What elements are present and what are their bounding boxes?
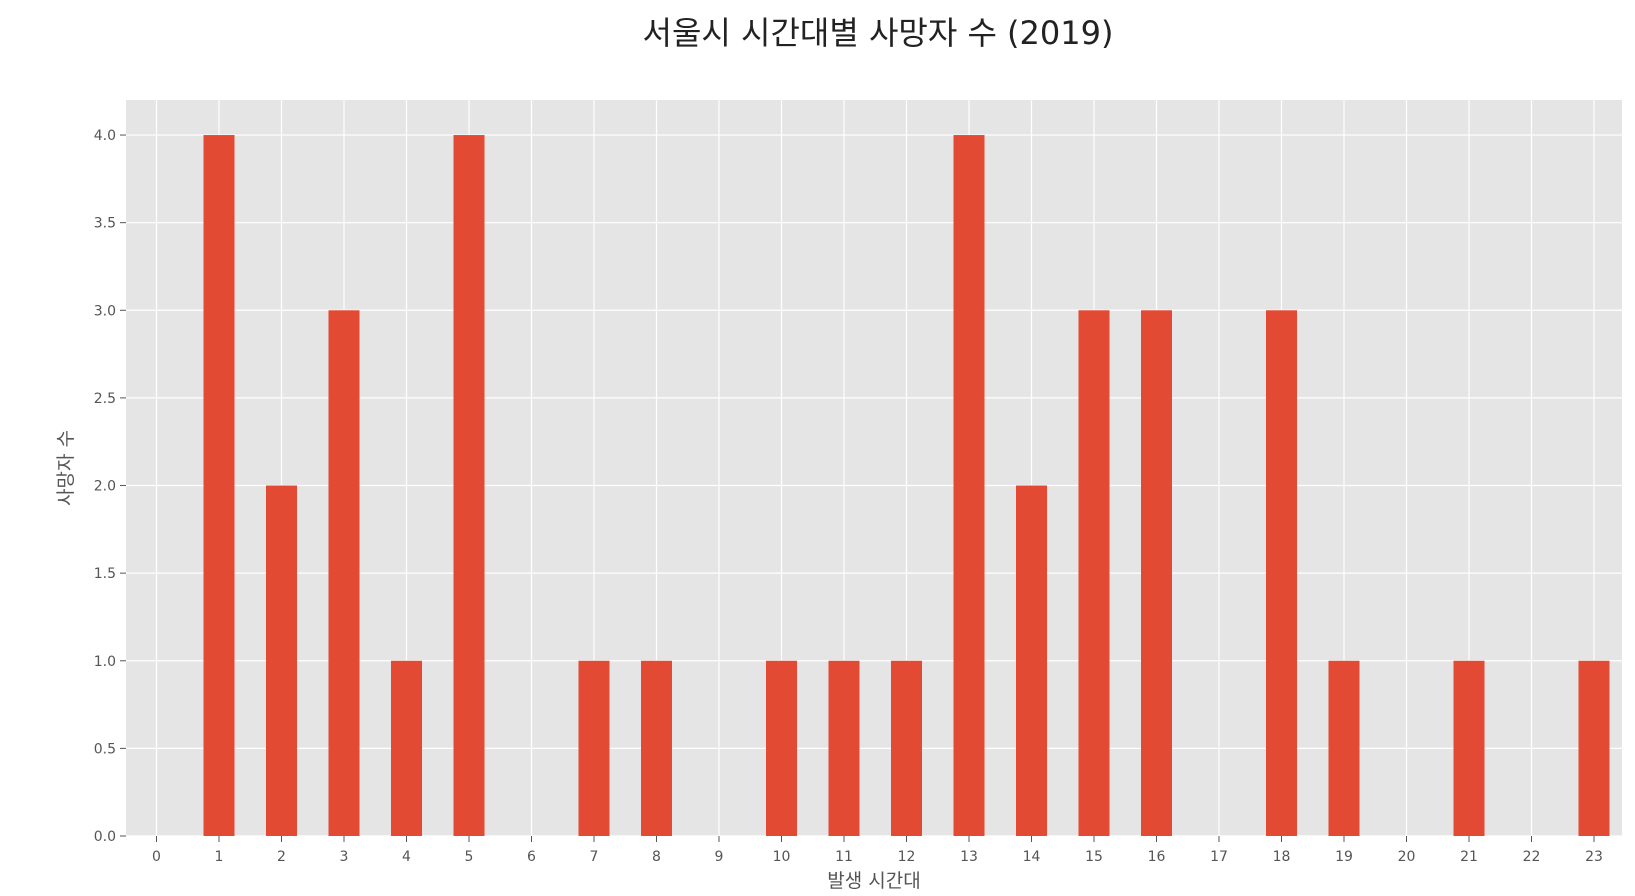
x-tick-label: 4 <box>402 849 411 865</box>
y-tick-label: 0.5 <box>94 741 116 757</box>
x-tick-label: 16 <box>1148 849 1166 865</box>
bar <box>1453 660 1485 836</box>
x-tick-label: 2 <box>277 849 286 865</box>
x-tick-label: 21 <box>1460 849 1478 865</box>
x-tick-label: 17 <box>1210 849 1228 865</box>
x-tick-label: 3 <box>340 849 349 865</box>
x-tick-label: 15 <box>1085 849 1103 865</box>
x-tick-label: 20 <box>1398 849 1416 865</box>
x-tick-label: 8 <box>652 849 661 865</box>
bar <box>766 660 797 836</box>
y-tick-label: 3.0 <box>94 303 116 319</box>
bar <box>1266 310 1297 836</box>
x-tick-label: 6 <box>527 849 536 865</box>
x-tick-label: 11 <box>835 849 853 865</box>
y-axis: 0.0 0.5 1.0 1.5 2.0 2.5 3.0 3.5 4.0 <box>94 128 126 845</box>
x-axis: 0 1 2 3 4 5 6 7 8 9 10 11 12 13 14 15 16 17 18 19 20 21 22 23 <box>152 836 1603 865</box>
bars <box>203 135 1610 837</box>
bar <box>641 660 672 836</box>
y-tick-label: 4.0 <box>94 128 116 144</box>
y-tick-label: 2.0 <box>94 479 116 495</box>
x-tick-label: 23 <box>1585 849 1603 865</box>
x-tick-label: 10 <box>773 849 791 865</box>
bar <box>453 135 485 837</box>
x-tick-label: 22 <box>1523 849 1541 865</box>
bar <box>1016 485 1047 836</box>
y-tick-label: 2.5 <box>94 391 116 407</box>
bar <box>266 485 297 836</box>
x-tick-label: 12 <box>898 849 916 865</box>
bar <box>1141 310 1172 836</box>
y-tick-label: 1.5 <box>94 566 116 582</box>
x-tick-label: 18 <box>1273 849 1291 865</box>
y-axis-label: 사망자 수 <box>55 430 77 506</box>
bar <box>1578 660 1610 836</box>
bar <box>1078 310 1110 836</box>
x-tick-label: 14 <box>1023 849 1041 865</box>
bar <box>891 660 922 836</box>
bar <box>828 660 860 836</box>
bar <box>578 660 610 836</box>
y-tick-label: 0.0 <box>94 829 116 845</box>
x-tick-label: 9 <box>715 849 724 865</box>
x-tick-label: 19 <box>1335 849 1353 865</box>
chart-title: 서울시 시간대별 사망자 수 (2019) <box>643 14 1114 52</box>
bar <box>391 660 422 836</box>
x-tick-label: 5 <box>465 849 474 865</box>
x-tick-label: 13 <box>960 849 978 865</box>
x-tick-label: 7 <box>590 849 599 865</box>
y-tick-label: 1.0 <box>94 654 116 670</box>
x-tick-label: 0 <box>152 849 161 865</box>
bar <box>203 135 235 837</box>
y-tick-label: 3.5 <box>94 216 116 232</box>
bar <box>1328 660 1360 836</box>
bar <box>328 310 360 836</box>
bar <box>953 135 985 837</box>
x-tick-label: 1 <box>215 849 224 865</box>
x-axis-label: 발생 시간대 <box>827 870 920 892</box>
